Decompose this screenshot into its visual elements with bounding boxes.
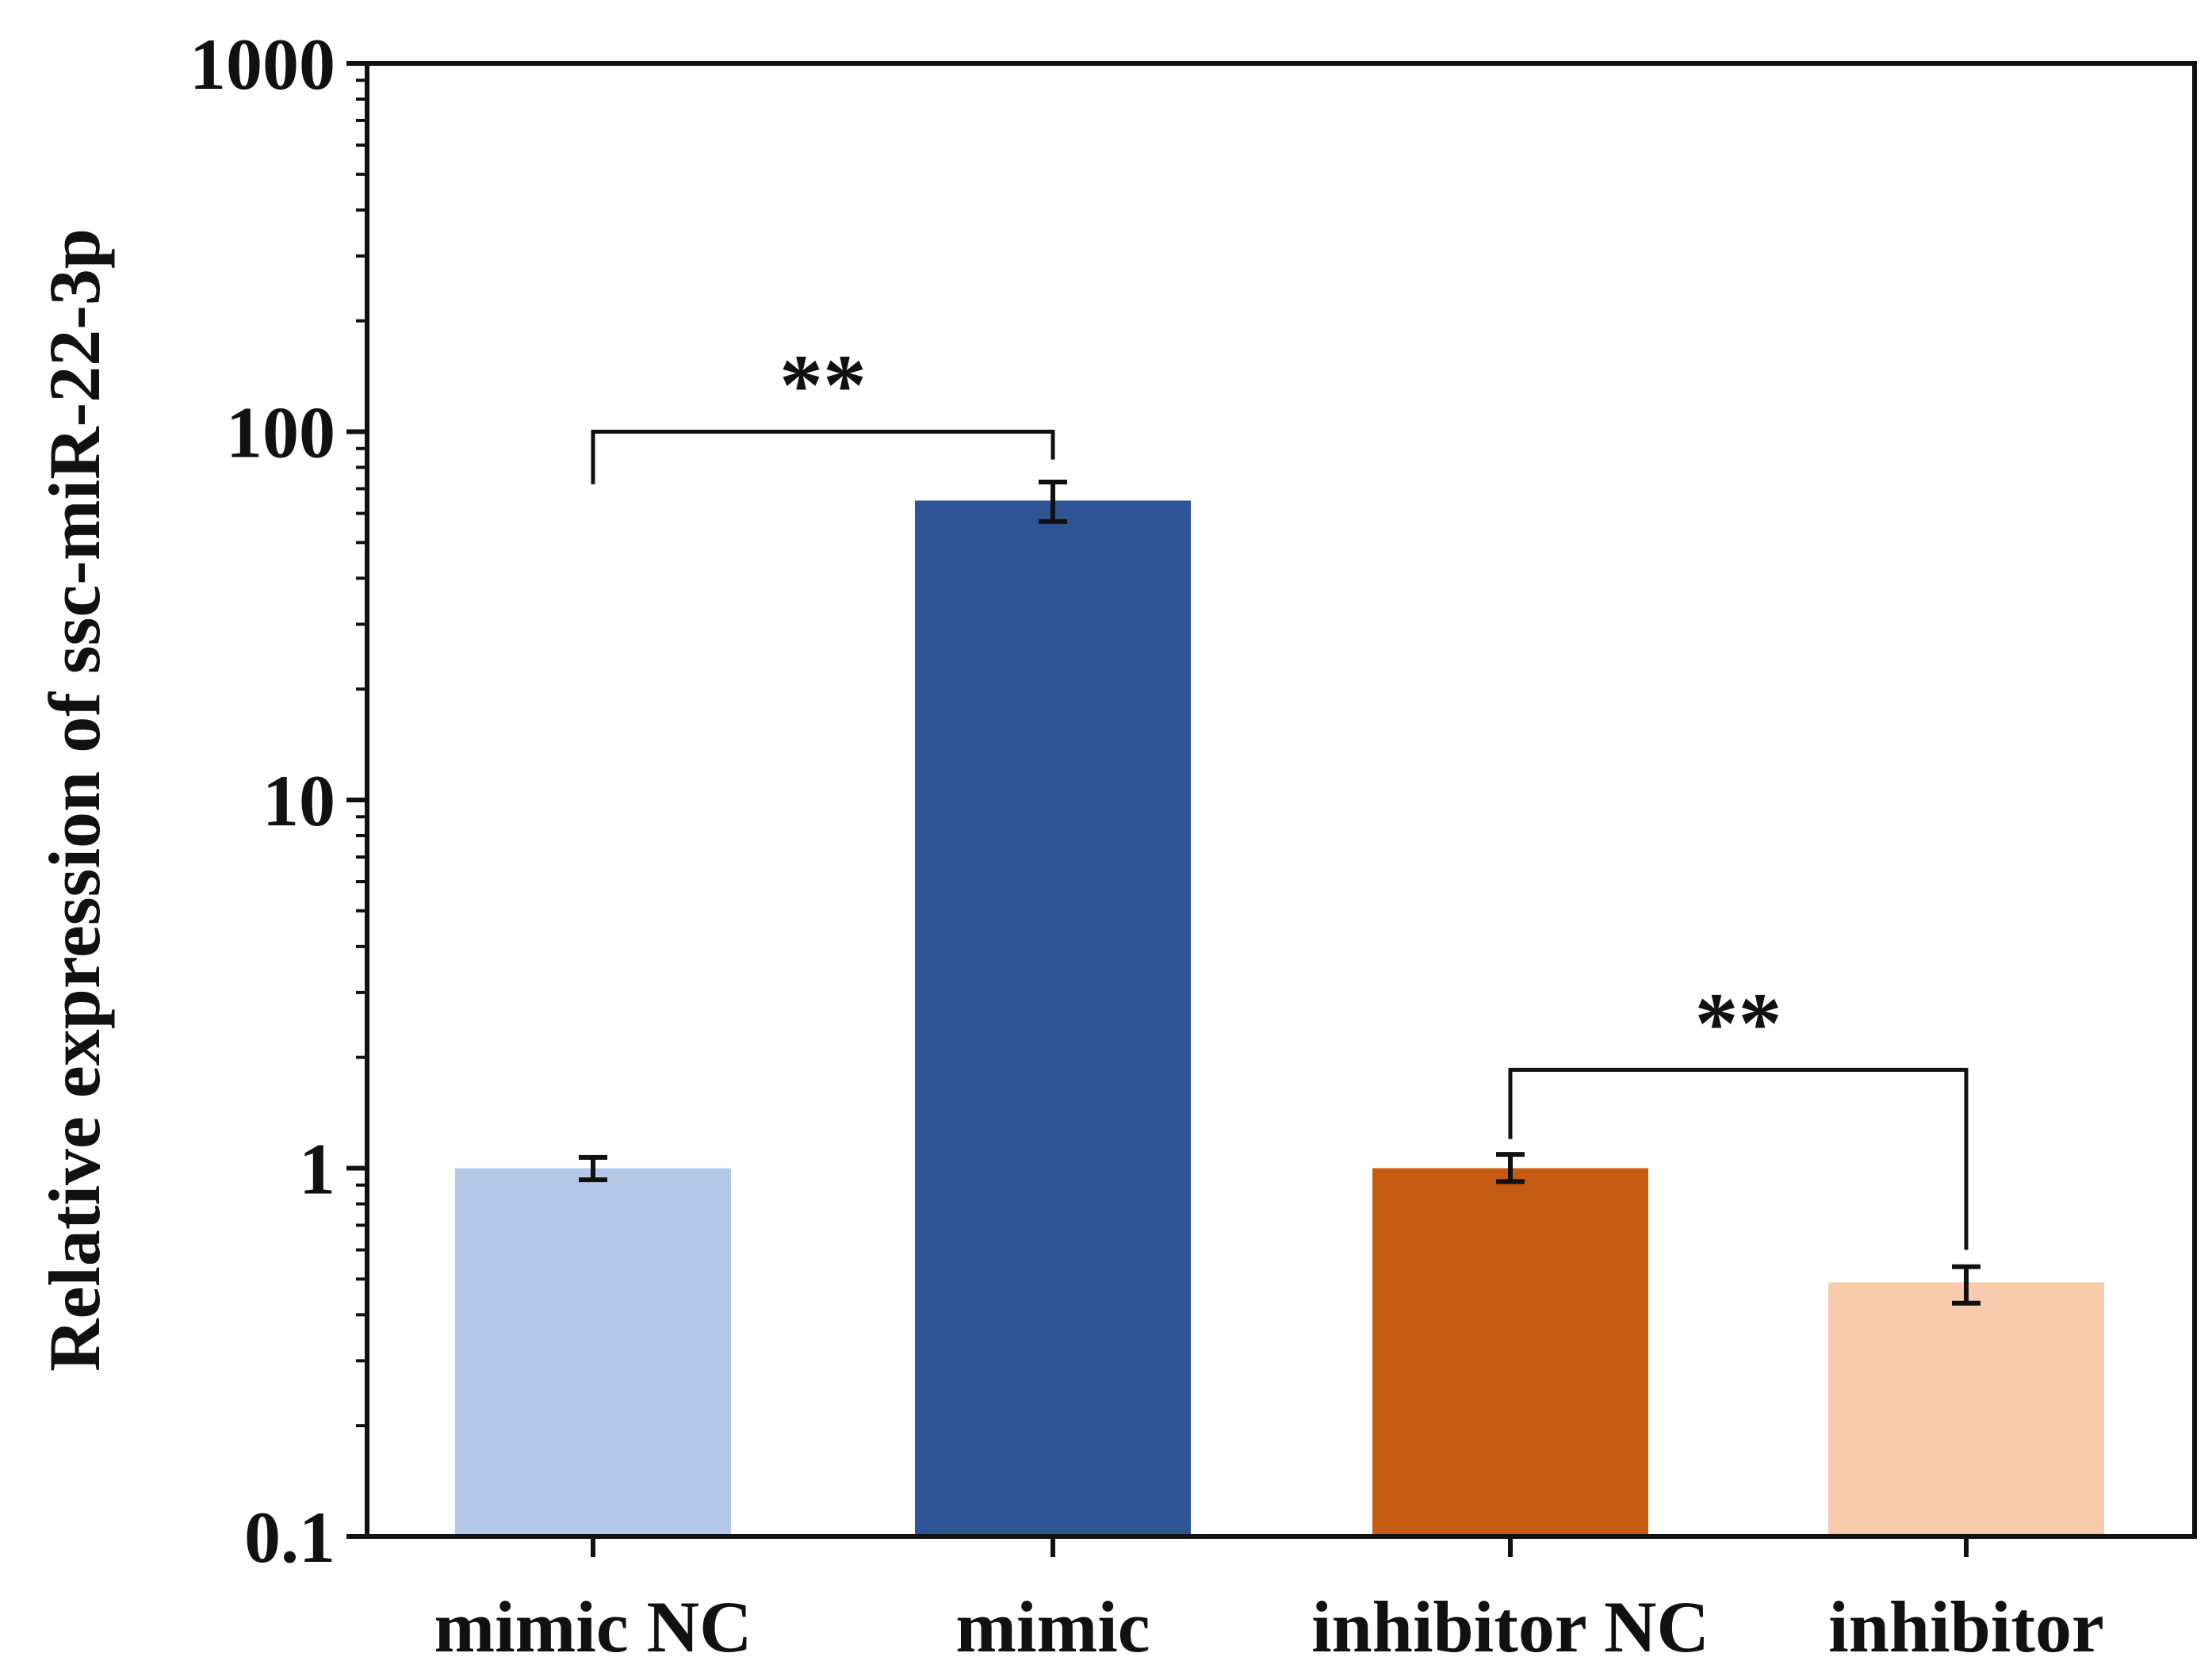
significance-label: ** bbox=[779, 337, 867, 434]
significance-bracket: ** bbox=[591, 337, 1055, 484]
significance-label: ** bbox=[1695, 974, 1782, 1071]
x-category-label: mimic bbox=[955, 1586, 1150, 1667]
x-category-label: inhibitor NC bbox=[1311, 1586, 1709, 1667]
error-bar bbox=[1952, 1264, 1980, 1306]
bar bbox=[915, 500, 1191, 1534]
y-tick-label: 100 bbox=[226, 392, 335, 473]
y-axis-title: Relative expression of ssc-miR-22-3p bbox=[34, 228, 115, 1372]
y-tick-label: 10 bbox=[262, 760, 335, 841]
bars bbox=[455, 500, 2104, 1534]
x-axis: mimic NC mimic inhibitor NC inhibitor bbox=[434, 1536, 2104, 1667]
x-category-label: mimic NC bbox=[434, 1586, 752, 1667]
error-bar bbox=[579, 1154, 607, 1183]
bracket-line bbox=[1508, 1067, 1969, 1250]
bracket-line bbox=[591, 430, 1055, 484]
bar bbox=[1828, 1282, 2104, 1534]
significance-annotations: ** ** bbox=[591, 337, 1969, 1250]
error-bars bbox=[579, 479, 1980, 1306]
significance-bracket: ** bbox=[1508, 974, 1969, 1250]
y-tick-label: 1000 bbox=[189, 24, 335, 105]
y-tick-label: 0.1 bbox=[244, 1497, 335, 1578]
y-axis: 0.1 1 10 100 1000 bbox=[189, 24, 367, 1578]
bar bbox=[1372, 1168, 1648, 1534]
error-bar bbox=[1039, 479, 1067, 524]
x-category-label: inhibitor bbox=[1828, 1586, 2104, 1667]
bar bbox=[455, 1168, 731, 1534]
y-tick-label: 1 bbox=[299, 1129, 335, 1210]
error-bar bbox=[1496, 1152, 1525, 1184]
